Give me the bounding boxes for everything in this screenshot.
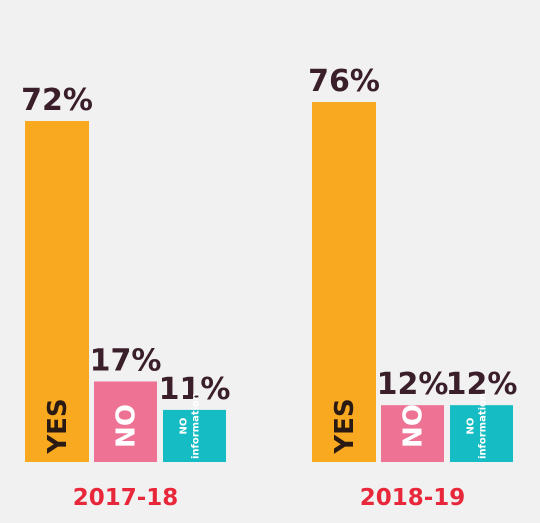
category-label-no-information-2018-19: NOinformation <box>466 393 489 459</box>
category-label-yes-2018-19: YES <box>330 398 360 454</box>
bar-no-information-2018-19 <box>450 405 513 462</box>
bar-no-2017-18 <box>94 381 157 462</box>
category-label-yes-2017-18: YES <box>43 398 73 454</box>
group-label-2018-19: 2018-19 <box>360 485 466 511</box>
category-label-no-2018-19: NO <box>399 404 429 448</box>
bar-no-information-2017-18 <box>163 409 226 462</box>
value-label-yes-2017-18: 72% <box>21 83 93 118</box>
bar-no-2018-19 <box>381 405 444 462</box>
value-label-no-information-2018-19: 12% <box>446 367 518 402</box>
category-label-no-2017-18: NO <box>112 404 142 448</box>
category-label-no-information-2017-18: NOinformation <box>179 393 202 459</box>
value-label-no-2017-18: 17% <box>90 343 162 378</box>
value-label-yes-2018-19: 76% <box>308 64 380 99</box>
value-label-no-2018-19: 12% <box>377 367 449 402</box>
value-label-no-information-2017-18: 11% <box>159 372 231 407</box>
group-label-2017-18: 2017-18 <box>73 485 179 511</box>
bar-yes-2017-18 <box>25 121 89 462</box>
bar-yes-2018-19 <box>312 102 376 463</box>
